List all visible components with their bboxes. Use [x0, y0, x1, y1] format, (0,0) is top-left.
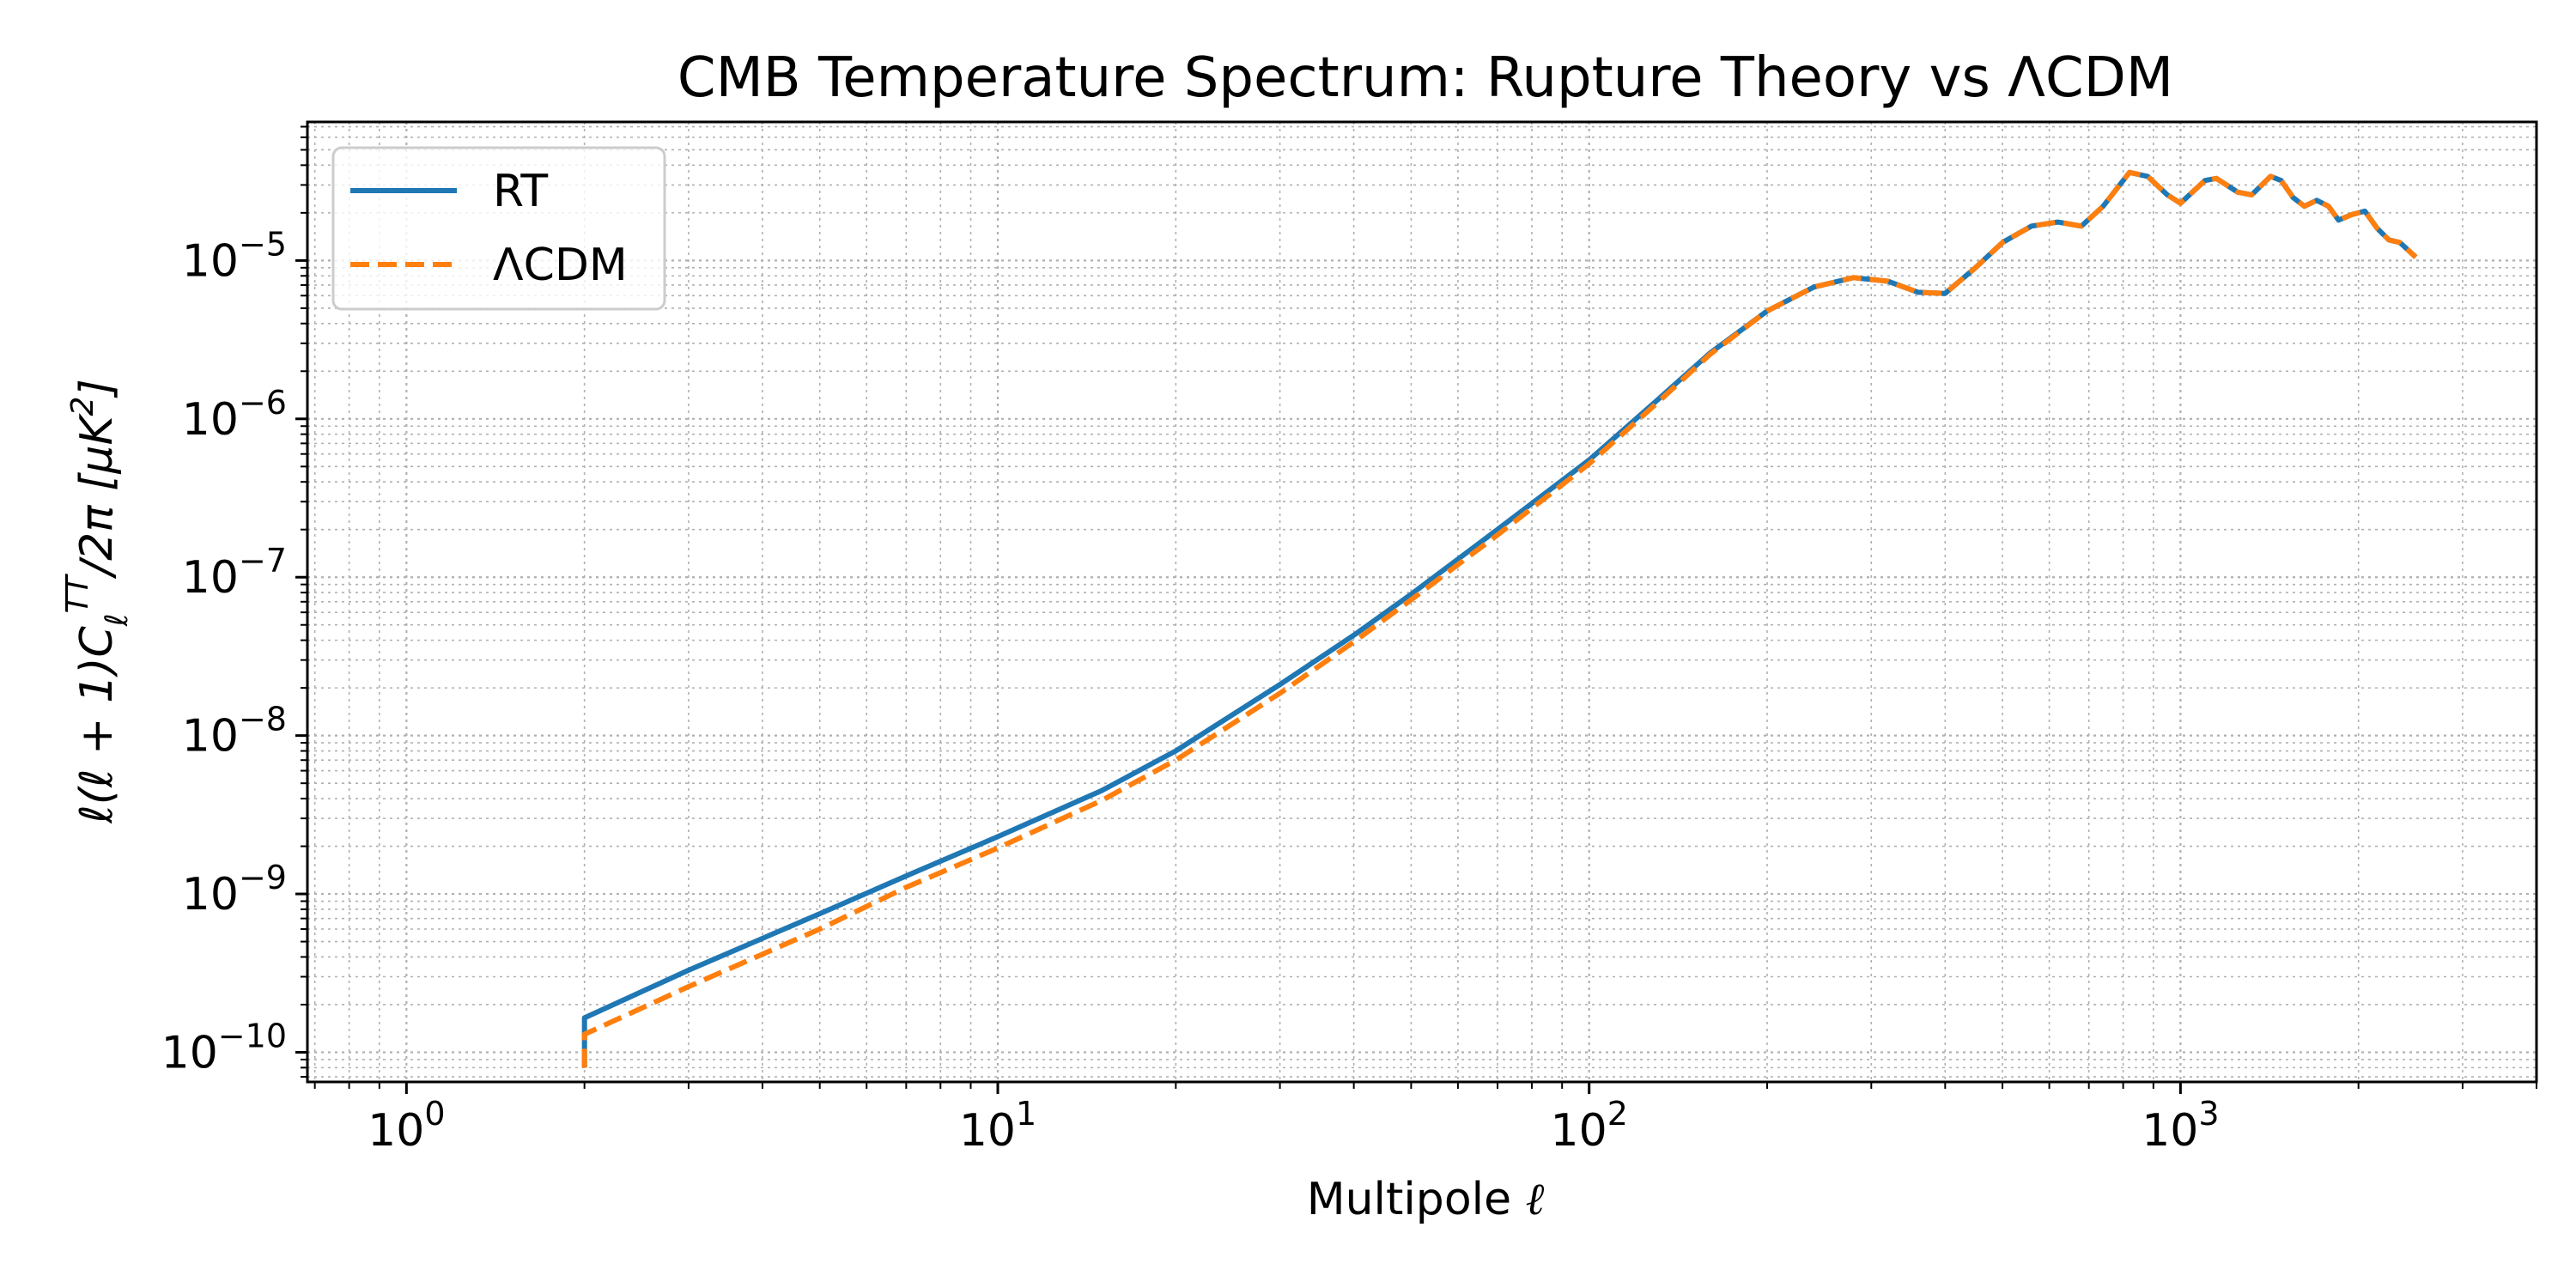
series-lines — [581, 169, 2418, 1068]
legend: RT ΛCDM — [331, 146, 666, 311]
x-tick-label: 103 — [2142, 1095, 2219, 1157]
y-tick-label: 10−8 — [182, 701, 287, 762]
y-tick-label: 10−7 — [182, 542, 287, 604]
grid-lines — [307, 122, 2537, 1082]
chart-title: CMB Temperature Spectrum: Rupture Theory… — [677, 46, 2173, 110]
x-tick-label: 102 — [1551, 1095, 1628, 1157]
x-axis-label: Multipole ℓ — [1307, 1174, 1545, 1225]
y-tick-label: 10−5 — [182, 225, 287, 287]
legend-label-lcdm: ΛCDM — [493, 240, 628, 291]
x-tick-label: 101 — [959, 1095, 1036, 1157]
y-tick-label: 10−9 — [182, 859, 287, 920]
x-tick-label: 100 — [368, 1095, 445, 1157]
tick-labels: 100 101 102 103 10−10 10−9 10−8 10−7 10−6 10−5 — [161, 225, 2220, 1157]
legend-label-rt: RT — [493, 166, 548, 217]
axis-ticks — [295, 125, 2537, 1094]
y-tick-label: 10−6 — [182, 384, 287, 446]
series-line-lcdm — [581, 169, 2418, 1068]
y-tick-label: 10−10 — [161, 1017, 287, 1078]
